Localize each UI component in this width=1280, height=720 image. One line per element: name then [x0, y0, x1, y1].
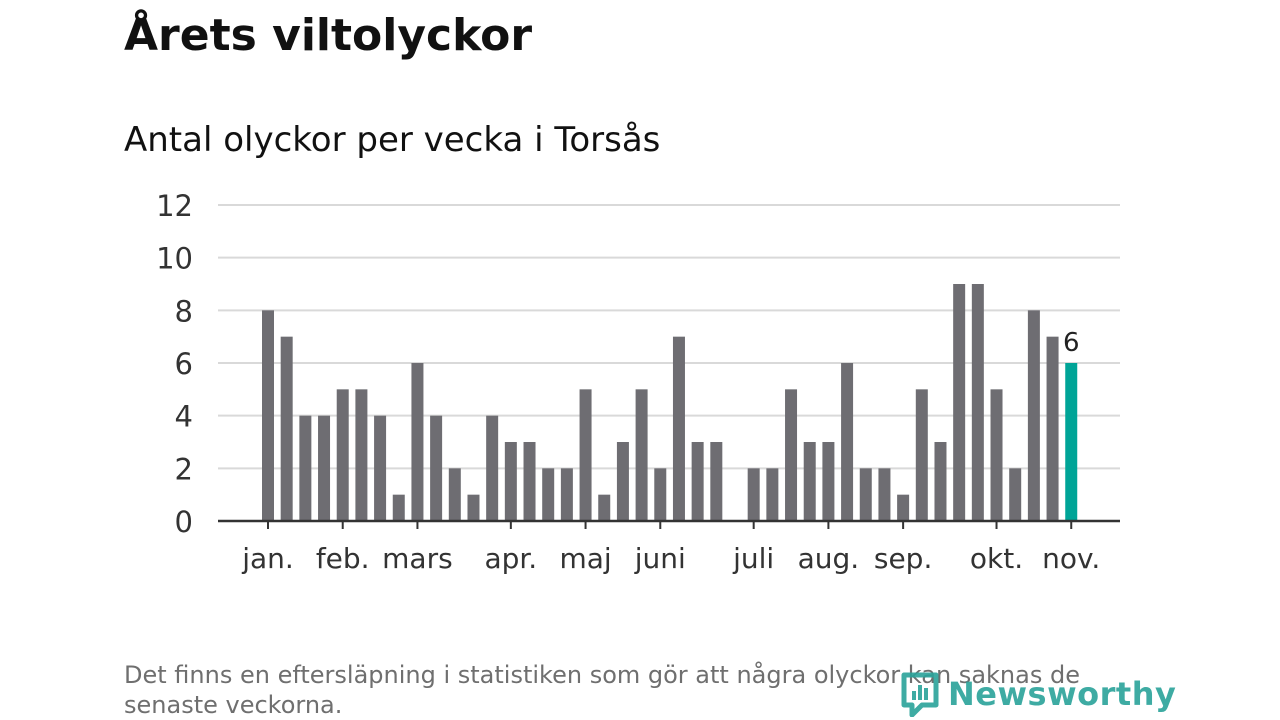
bar — [747, 468, 760, 521]
bar — [411, 363, 424, 521]
bar — [859, 468, 872, 521]
bar — [280, 336, 293, 521]
bar — [616, 442, 629, 521]
bar — [897, 494, 910, 521]
x-tick-label: aug. — [798, 542, 860, 575]
x-tick-label: maj — [559, 542, 611, 575]
bar — [822, 442, 835, 521]
bar — [710, 442, 723, 521]
x-tick-label: juni — [634, 542, 686, 575]
bar — [1046, 336, 1059, 521]
bar — [504, 442, 517, 521]
bar — [262, 310, 274, 521]
y-tick-label: 0 — [175, 505, 193, 539]
y-tick-label: 4 — [175, 400, 193, 434]
y-tick-label: 8 — [175, 294, 193, 328]
bar — [374, 415, 387, 521]
bar — [841, 363, 854, 521]
x-tick-label: sep. — [874, 542, 933, 575]
bar — [953, 284, 966, 521]
y-tick-label: 2 — [175, 452, 193, 486]
bar — [392, 494, 405, 521]
bar — [654, 468, 667, 521]
bar — [990, 389, 1003, 521]
bar — [430, 415, 443, 521]
y-tick-label: 12 — [156, 189, 193, 223]
bar — [915, 389, 928, 521]
bar — [934, 442, 947, 521]
x-tick-label: mars — [382, 542, 453, 575]
bar — [523, 442, 536, 521]
bar — [542, 468, 555, 521]
bar — [785, 389, 798, 521]
bar — [318, 415, 331, 521]
bar — [448, 468, 461, 521]
chart-title: Årets viltolyckor — [124, 10, 533, 61]
bar — [486, 415, 499, 521]
bar — [691, 442, 704, 521]
chart-subtitle: Antal olyckor per vecka i Torsås — [124, 120, 661, 160]
bar — [579, 389, 592, 521]
bar — [766, 468, 779, 521]
bar — [803, 442, 816, 521]
bar — [467, 494, 480, 521]
x-tick-label: apr. — [484, 542, 537, 575]
y-tick-label: 10 — [156, 242, 193, 276]
brand-name: Newsworthy — [948, 675, 1177, 713]
bar — [1009, 468, 1022, 521]
bar — [1065, 363, 1078, 521]
x-tick-label: feb. — [316, 542, 370, 575]
data-label: 6 — [1063, 328, 1080, 358]
bar — [1027, 310, 1040, 521]
x-tick-label: nov. — [1042, 542, 1100, 575]
bar — [355, 389, 368, 521]
bar — [598, 494, 611, 521]
bar — [635, 389, 648, 521]
bar — [560, 468, 573, 521]
bar — [878, 468, 891, 521]
bar — [299, 415, 312, 521]
x-tick-label: okt. — [970, 542, 1023, 575]
x-tick-label: juli — [732, 542, 774, 575]
x-tick-label: jan. — [241, 542, 294, 575]
newsworthy-logo-icon — [901, 672, 939, 717]
brand-logo: Newsworthy — [900, 668, 1176, 720]
bar — [971, 284, 984, 521]
y-tick-label: 6 — [175, 347, 193, 381]
bar — [336, 389, 349, 521]
bar — [672, 336, 685, 521]
